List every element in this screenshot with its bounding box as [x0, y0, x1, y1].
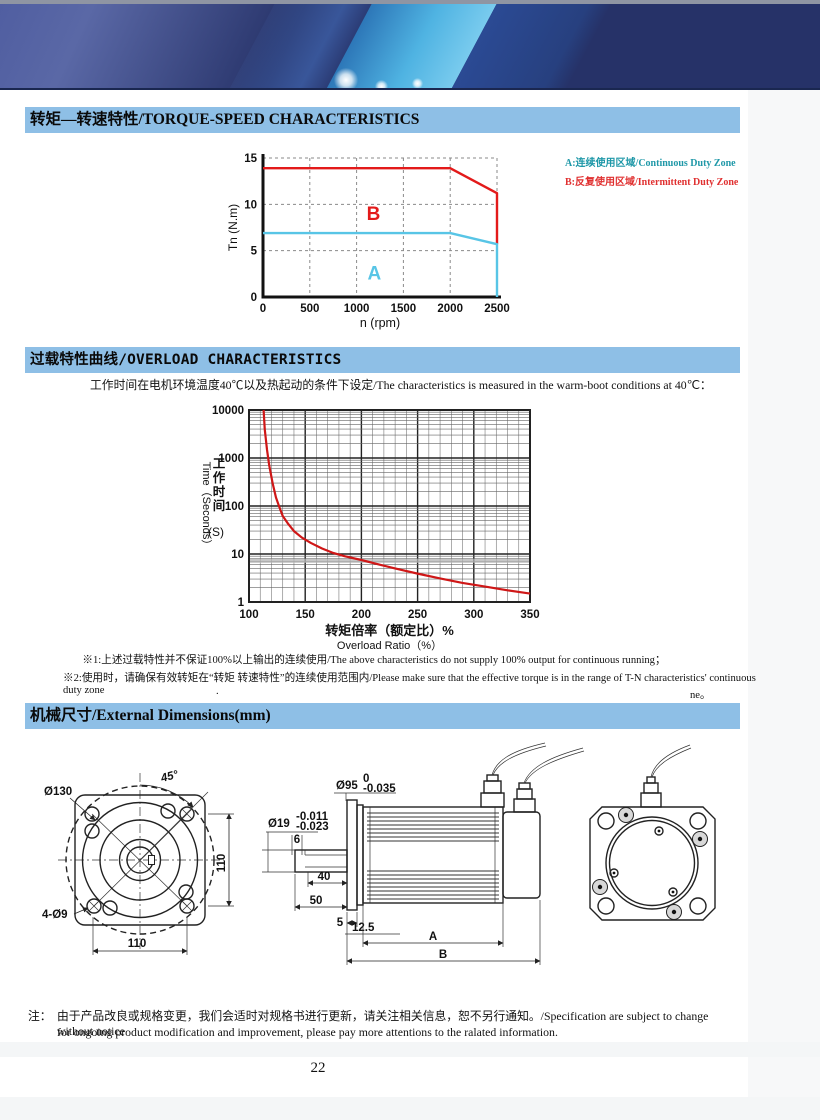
note-line-2: for ongoing product modification and imp…	[57, 1025, 558, 1039]
cooling-fins	[367, 812, 499, 900]
svg-text:0: 0	[260, 303, 266, 315]
section-bar-overload: 过载特性曲线/OVERLOAD CHARACTERISTICS	[25, 347, 740, 373]
section-title-overload: 过载特性曲线/OVERLOAD CHARACTERISTICS	[30, 352, 342, 368]
dim-pilot-tol-bot: -0.035	[363, 783, 396, 795]
svg-text:Time（Seconds）: Time（Seconds）	[200, 462, 213, 551]
dim-flange-thickness: 5	[337, 917, 344, 929]
section-title-torque-speed: 转矩—转速特性/TORQUE-SPEED CHARACTERISTICS	[30, 111, 420, 128]
banner-flare-2	[375, 80, 388, 88]
page-band-2	[0, 1097, 820, 1120]
crossed-holes	[86, 806, 195, 914]
rear-screws	[592, 807, 708, 920]
svg-text:350: 350	[520, 609, 539, 621]
svg-text:1000: 1000	[218, 453, 244, 465]
dim-bolt-circle: Ø130	[44, 786, 72, 798]
overload-footnote-1: ※1:上述过载特性并不保证100%以上输出的连续使用/The above cha…	[82, 655, 666, 666]
svg-text:(S): (S)	[208, 525, 224, 539]
note-line-1: 由于产品改良或规格变更，我们会适时对规格书进行更新，请关注相关信息，恕不另行通知…	[57, 1009, 709, 1038]
dim-key-width: 6	[294, 834, 300, 846]
svg-text:15: 15	[244, 153, 257, 165]
keyway	[148, 855, 155, 865]
svg-text:150: 150	[296, 609, 315, 621]
rear-cable-gland	[640, 744, 692, 808]
banner-flare-1	[334, 68, 358, 88]
svg-text:10: 10	[244, 199, 257, 211]
cable-gland-2	[513, 747, 585, 813]
dim-key-length: 40	[318, 871, 331, 883]
svg-text:2500: 2500	[484, 303, 510, 315]
dim-shaft-length: 50	[310, 895, 323, 907]
svg-text:2000: 2000	[437, 303, 463, 315]
svg-text:0: 0	[251, 292, 257, 304]
svg-text:1: 1	[238, 597, 245, 609]
page-number: 22	[310, 1060, 326, 1076]
dim-front-width: 110	[128, 938, 147, 950]
svg-text:n (rpm): n (rpm)	[360, 316, 400, 330]
footnote-2-continuation: ne。	[690, 690, 711, 701]
svg-text:转矩倍率（额定比）%: 转矩倍率（额定比）%	[325, 623, 454, 638]
svg-text:250: 250	[408, 609, 427, 621]
dim-body-length: A	[429, 931, 437, 943]
external-dimensions-drawing: 45° Ø130 4-Ø9 110 110	[42, 742, 716, 965]
svg-text:1000: 1000	[344, 303, 370, 315]
dim-angle-45: 45°	[159, 769, 180, 785]
svg-text:5: 5	[251, 246, 258, 258]
stray-dot: .	[216, 686, 219, 697]
overload-footnote-2: ※2:使用时，请确保有效转矩在“转矩 转速特性”的连续使用范围内/Please …	[63, 673, 756, 696]
dim-front-length: 12.5	[352, 922, 375, 934]
dim-front-height: 110	[216, 854, 228, 873]
rear-view	[589, 744, 716, 921]
legend-continuous-zone: A:连续使用区域/Continuous Duty Zone	[565, 158, 736, 169]
svg-text:工作时间: 工作时间	[213, 457, 226, 513]
cable-gland-1	[480, 742, 547, 808]
legend-intermittent-zone: B:反复使用区域/Intermittent Duty Zone	[565, 177, 739, 188]
svg-text:A: A	[368, 263, 382, 284]
section-title-dimensions: 机械尺寸/External Dimensions(mm)	[30, 707, 271, 724]
svg-text:10000: 10000	[212, 405, 244, 417]
svg-text:Tn (N.m): Tn (N.m)	[226, 204, 240, 251]
section-bar-dimensions: 机械尺寸/External Dimensions(mm)	[25, 703, 740, 729]
svg-text:300: 300	[464, 609, 483, 621]
banner-flare-3	[412, 78, 423, 88]
section-bar-torque-speed: 转矩—转速特性/TORQUE-SPEED CHARACTERISTICS	[25, 107, 740, 133]
dim-total-length: B	[439, 949, 447, 961]
dim-shaft-diameter: Ø19	[268, 818, 290, 830]
header-banner	[0, 0, 820, 90]
dim-shaft-tol-top: -0.011	[296, 811, 329, 823]
dim-shaft-tol-bot: -0.023	[296, 821, 329, 833]
side-view: Ø95 0 -0.035 Ø19 -0.011 -0.023 6 40 50	[262, 742, 585, 965]
torque-speed-chart: 0 500 1000 1500 2000 2500 0 5 10 15 B An (rpm) Tn (N…	[226, 153, 510, 330]
dim-pilot-tol-top: 0	[363, 773, 369, 785]
svg-text:500: 500	[300, 303, 319, 315]
torque-speed-legend: A:连续使用区域/Continuous Duty Zone B:反复使用区域/I…	[565, 154, 738, 192]
svg-text:1500: 1500	[391, 303, 417, 315]
overload-description: 工作时间在电机环境温度40℃以及热起动的条件下设定/The characteri…	[90, 378, 712, 392]
front-view: 45° Ø130 4-Ø9 110 110	[42, 769, 234, 955]
svg-text:200: 200	[352, 609, 371, 621]
svg-text:B: B	[367, 204, 381, 225]
page-band-1	[0, 1042, 820, 1057]
svg-text:100: 100	[225, 501, 244, 513]
rear-cover-screws	[609, 826, 678, 897]
dim-mount-holes: 4-Ø9	[42, 909, 68, 921]
svg-text:Overload Ratio（%）: Overload Ratio（%）	[337, 639, 442, 651]
page-right-margin	[748, 90, 820, 1120]
dim-pilot-diameter: Ø95	[336, 780, 358, 792]
svg-text:100: 100	[239, 609, 258, 621]
svg-text:10: 10	[231, 549, 244, 561]
note-prefix: 注：	[28, 1009, 52, 1023]
